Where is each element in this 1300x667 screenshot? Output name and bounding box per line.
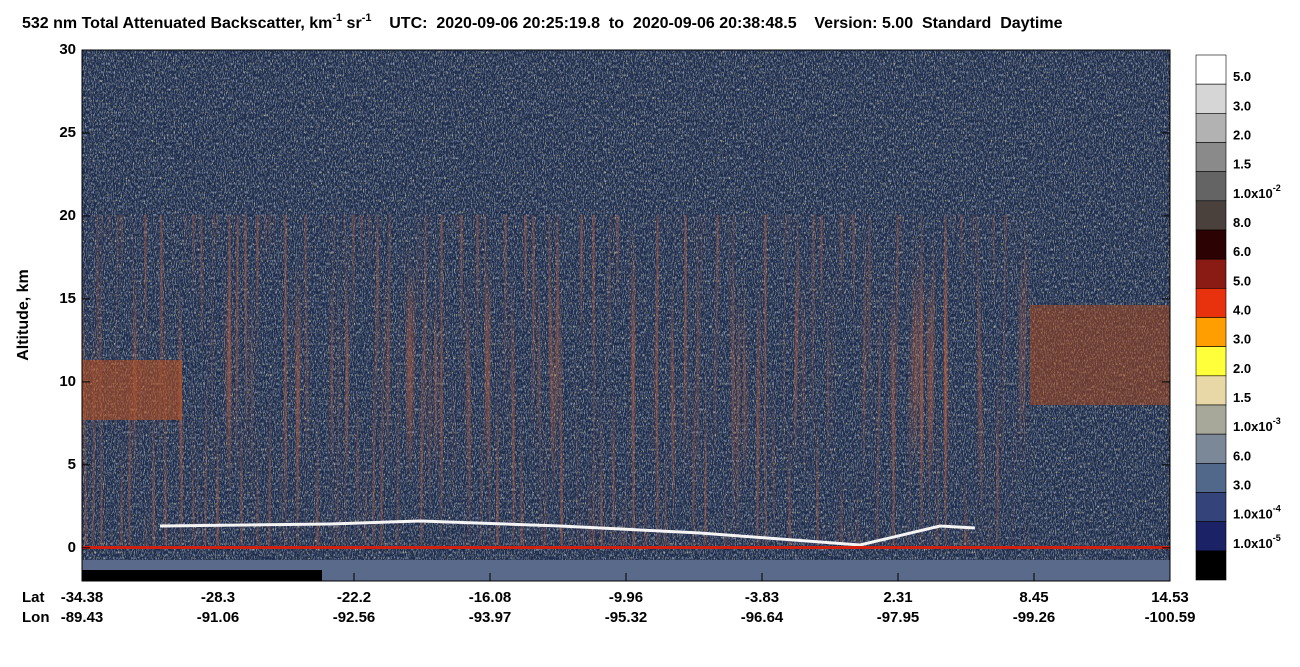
colorbar-swatch [1195, 113, 1227, 143]
text-part: 532 nm Total Attenuated Backscatter, km [22, 15, 332, 32]
colorbar-swatch [1195, 463, 1227, 493]
x-tick-label: -92.56 [333, 609, 376, 626]
colorbar-swatch [1195, 492, 1227, 522]
curtain-image [82, 50, 1170, 581]
text-part: UTC: 2020-09-06 20:25:19.8 to 2020-09-06… [371, 15, 1062, 32]
colorbar-label: 5.0 [1233, 70, 1251, 85]
colorbar-label: 2.0 [1233, 361, 1251, 376]
x-tick-label: -28.3 [201, 589, 235, 606]
superscript: -1 [332, 12, 342, 24]
text-part: 6.0 [1233, 245, 1251, 260]
superscript: -1 [362, 12, 372, 24]
x-tick-label: -95.32 [605, 609, 648, 626]
colorbar-label: 1.0x10-4 [1233, 504, 1281, 522]
colorbar-swatch [1195, 258, 1227, 289]
colorbar-swatch [1195, 200, 1227, 231]
text-part: 4.0 [1233, 303, 1251, 318]
x-tick-label: -34.38 [61, 589, 104, 606]
colorbar-label: 3.0 [1233, 99, 1251, 114]
y-tick-label: 0 [68, 539, 76, 556]
y-tick-label: 25 [59, 124, 76, 141]
text-part: 6.0 [1233, 449, 1251, 464]
x-row-label: Lat [22, 589, 45, 606]
colorbar-label: 3.0 [1233, 478, 1251, 493]
colorbar-swatch [1195, 171, 1227, 202]
text-part: 1.0x10 [1233, 186, 1273, 201]
x-tick-label: -22.2 [337, 589, 371, 606]
colorbar-label: 1.5 [1233, 390, 1251, 405]
x-row-label: Lon [22, 609, 50, 626]
colorbar-swatch [1195, 550, 1227, 581]
y-axis-label: Altitude, km [15, 269, 32, 361]
colorbar-swatch [1195, 288, 1227, 318]
colorbar-swatch [1195, 317, 1227, 347]
colorbar-swatch [1195, 142, 1227, 172]
colorbar-swatch [1195, 83, 1227, 114]
text-part: 1.0x10 [1233, 536, 1273, 551]
x-tick-label: -93.97 [469, 609, 512, 626]
colorbar-label: 6.0 [1233, 449, 1251, 464]
y-tick-label: 30 [59, 41, 76, 58]
x-tick-label: -97.95 [877, 609, 920, 626]
chart-title: 532 nm Total Attenuated Backscatter, km-… [22, 12, 1063, 32]
x-tick-label: -96.64 [741, 609, 784, 626]
text-part: 8.0 [1233, 215, 1251, 230]
text-part: 3.0 [1233, 99, 1251, 114]
colorbar-label: 1.0x10-5 [1233, 533, 1281, 551]
text-part: 1.0x10 [1233, 507, 1273, 522]
text-part: 1.5 [1233, 390, 1251, 405]
colorbar-label: 1.0x10-3 [1233, 417, 1281, 435]
colorbar-label: 8.0 [1233, 215, 1251, 230]
text-part: 1.0x10 [1233, 420, 1273, 435]
text-part: sr [342, 15, 362, 32]
colorbar-label: 1.5 [1233, 157, 1251, 172]
colorbar-label: 5.0 [1233, 274, 1251, 289]
x-tick-label: 8.45 [1019, 589, 1048, 606]
colorbar-swatch [1195, 433, 1227, 464]
text-part: 5.0 [1233, 70, 1251, 85]
text-part: 1.5 [1233, 157, 1251, 172]
x-tick-label: -3.83 [745, 589, 779, 606]
x-tick-label: -89.43 [61, 609, 104, 626]
y-tick-label: 15 [59, 290, 76, 307]
text-part: 2.0 [1233, 128, 1251, 143]
y-tick-label: 5 [68, 456, 76, 473]
colorbar-label: 3.0 [1233, 332, 1251, 347]
x-tick-label: 14.53 [1151, 589, 1189, 606]
x-tick-label: 2.31 [883, 589, 912, 606]
colorbar-swatch [1195, 54, 1227, 85]
y-tick-label: 10 [59, 373, 76, 390]
y-tick-label: 20 [59, 207, 76, 224]
colorbar-label: 4.0 [1233, 303, 1251, 318]
colorbar-swatch [1195, 375, 1227, 406]
x-tick-label: -9.96 [609, 589, 643, 606]
text-part: 3.0 [1233, 332, 1251, 347]
x-tick-label: -100.59 [1145, 609, 1196, 626]
text-part: 5.0 [1233, 274, 1251, 289]
text-part: 3.0 [1233, 478, 1251, 493]
x-tick-label: -91.06 [197, 609, 240, 626]
colorbar-label: 1.0x10-2 [1233, 183, 1281, 201]
colorbar-label: 6.0 [1233, 245, 1251, 260]
superscript: -3 [1273, 417, 1281, 427]
colorbar-swatch [1195, 346, 1227, 377]
superscript: -2 [1273, 183, 1281, 193]
colorbar-label: 2.0 [1233, 128, 1251, 143]
superscript: -4 [1273, 504, 1281, 514]
colorbar-swatch [1195, 229, 1227, 260]
superscript: -5 [1273, 533, 1281, 543]
x-tick-label: -99.26 [1013, 609, 1056, 626]
text-part: 2.0 [1233, 361, 1251, 376]
x-tick-label: -16.08 [469, 589, 512, 606]
colorbar-swatch [1195, 521, 1227, 552]
colorbar-swatch [1195, 404, 1227, 435]
